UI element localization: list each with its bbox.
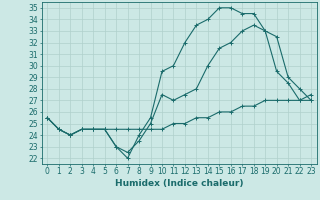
X-axis label: Humidex (Indice chaleur): Humidex (Indice chaleur): [115, 179, 244, 188]
